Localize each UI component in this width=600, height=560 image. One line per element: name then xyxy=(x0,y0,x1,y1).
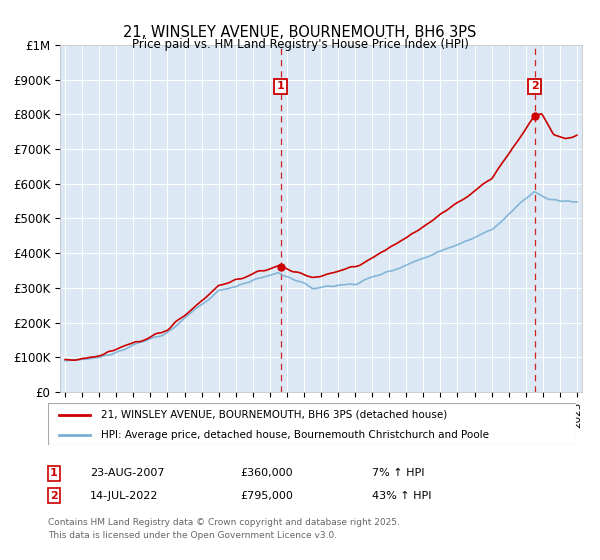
Text: 1: 1 xyxy=(277,81,285,91)
Text: 2: 2 xyxy=(50,491,58,501)
Text: HPI: Average price, detached house, Bournemouth Christchurch and Poole: HPI: Average price, detached house, Bour… xyxy=(101,430,489,440)
Text: £795,000: £795,000 xyxy=(240,491,293,501)
Text: 43% ↑ HPI: 43% ↑ HPI xyxy=(372,491,431,501)
FancyBboxPatch shape xyxy=(48,403,576,445)
Text: Contains HM Land Registry data © Crown copyright and database right 2025.
This d: Contains HM Land Registry data © Crown c… xyxy=(48,518,400,540)
Text: 14-JUL-2022: 14-JUL-2022 xyxy=(90,491,158,501)
Text: 1: 1 xyxy=(50,468,58,478)
Text: £360,000: £360,000 xyxy=(240,468,293,478)
Text: 7% ↑ HPI: 7% ↑ HPI xyxy=(372,468,425,478)
Text: Price paid vs. HM Land Registry's House Price Index (HPI): Price paid vs. HM Land Registry's House … xyxy=(131,38,469,50)
Text: 2: 2 xyxy=(531,81,539,91)
Text: 21, WINSLEY AVENUE, BOURNEMOUTH, BH6 3PS: 21, WINSLEY AVENUE, BOURNEMOUTH, BH6 3PS xyxy=(124,25,476,40)
Text: 21, WINSLEY AVENUE, BOURNEMOUTH, BH6 3PS (detached house): 21, WINSLEY AVENUE, BOURNEMOUTH, BH6 3PS… xyxy=(101,410,447,420)
Text: 23-AUG-2007: 23-AUG-2007 xyxy=(90,468,164,478)
